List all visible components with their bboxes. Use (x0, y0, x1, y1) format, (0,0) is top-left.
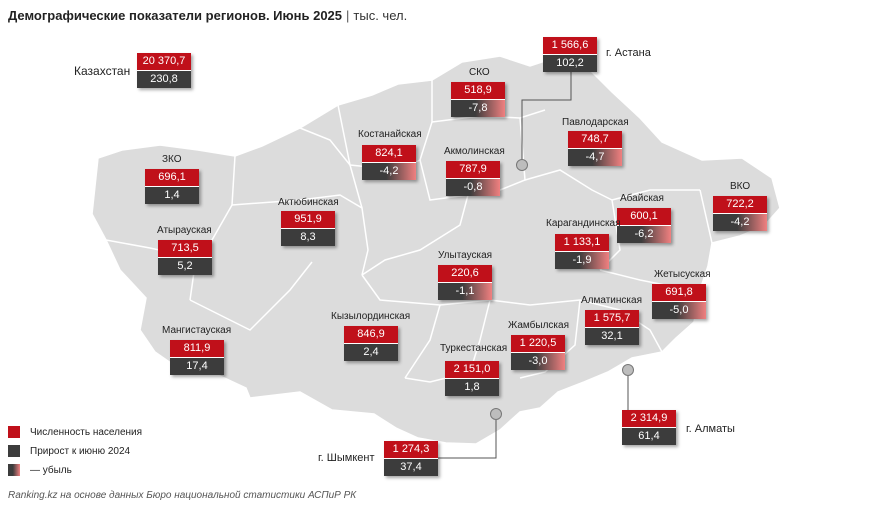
region-population-sko: 518,9 (451, 82, 505, 100)
region-population-almaty-region: 1 575,7 (585, 310, 639, 328)
region-box-kyzylorda: 846,9 2,4 (344, 326, 398, 361)
region-label-almaty-region: Алматинская (581, 295, 642, 306)
region-label-aktobe: Актюбинская (278, 197, 339, 208)
region-population-vko: 722,2 (713, 196, 767, 214)
title-separator: | (346, 8, 350, 23)
region-population-ulytau: 220,6 (438, 265, 492, 283)
region-label-pavlodar: Павлодарская (562, 117, 629, 128)
region-box-vko: 722,2 -4,2 (713, 196, 767, 231)
region-population-zhambyl: 1 220,5 (511, 335, 565, 353)
region-change-zhetysu: -5,0 (652, 302, 706, 319)
region-population-almaty-city: 2 314,9 (622, 410, 676, 428)
chart-title: Демографические показатели регионов. Июн… (8, 8, 407, 23)
region-label-astana: г. Астана (606, 47, 651, 59)
region-change-akmola: -0,8 (446, 179, 500, 196)
region-box-abay: 600,1 -6,2 (617, 208, 671, 243)
region-label-atyrau: Атырауская (157, 225, 212, 236)
region-label-akmola: Акмолинская (444, 146, 505, 157)
region-change-zhambyl: -3,0 (511, 353, 565, 370)
region-change-karaganda: -1,9 (555, 252, 609, 269)
region-box-atyrau: 713,5 5,2 (158, 240, 212, 275)
kazakhstan-label: Казахстан (74, 64, 131, 78)
region-change-almaty-city: 61,4 (622, 428, 676, 445)
region-box-zhetysu: 691,8 -5,0 (652, 284, 706, 319)
region-box-sko: 518,9 -7,8 (451, 82, 505, 117)
region-label-kyzylorda: Кызылординская (331, 311, 411, 322)
region-box-aktobe: 951,9 8,3 (281, 211, 335, 246)
region-label-mangystau: Мангистауская (162, 325, 232, 336)
region-population-abay: 600,1 (617, 208, 671, 226)
legend-swatch-growth (8, 445, 20, 457)
region-box-akmola: 787,9 -0,8 (446, 161, 500, 196)
region-label-turkestan: Туркестанская (440, 343, 508, 354)
region-box-pavlodar: 748,7 -4,7 (568, 131, 622, 166)
kazakhstan-change: 230,8 (137, 71, 191, 88)
region-population-pavlodar: 748,7 (568, 131, 622, 149)
region-population-zko: 696,1 (145, 169, 199, 187)
region-change-aktobe: 8,3 (281, 229, 335, 246)
region-population-atyrau: 713,5 (158, 240, 212, 258)
region-box-almaty-city: 2 314,9 61,4 (622, 410, 676, 445)
region-change-mangystau: 17,4 (170, 358, 224, 375)
region-change-shymkent: 37,4 (384, 459, 438, 476)
region-change-almaty-region: 32,1 (585, 328, 639, 345)
region-box-turkestan: 2 151,0 1,8 (445, 361, 499, 396)
region-label-kostanay: Костанайская (358, 129, 422, 140)
region-change-zko: 1,4 (145, 187, 199, 204)
region-population-shymkent: 1 274,3 (384, 441, 438, 459)
shymkent-marker (490, 408, 502, 420)
region-population-kyzylorda: 846,9 (344, 326, 398, 344)
region-box-zko: 696,1 1,4 (145, 169, 199, 204)
region-label-sko: СКО (469, 67, 490, 78)
region-box-astana: 1 566,6 102,2 (543, 37, 597, 72)
region-box-almaty-region: 1 575,7 32,1 (585, 310, 639, 345)
region-population-mangystau: 811,9 (170, 340, 224, 358)
region-label-zko: ЗКО (162, 154, 182, 165)
region-population-aktobe: 951,9 (281, 211, 335, 229)
kazakhstan-box: 20 370,7 230,8 (137, 53, 191, 88)
region-label-ulytau: Улытауская (438, 250, 493, 261)
region-label-shymkent: г. Шымкент (318, 452, 375, 464)
legend-label-growth: Прирост к июню 2024 (30, 446, 131, 457)
region-population-zhetysu: 691,8 (652, 284, 706, 302)
region-box-kostanay: 824,1 -4,2 (362, 145, 416, 180)
legend-label-population: Численность населения (30, 427, 143, 438)
almaty-marker (622, 364, 634, 376)
astana-marker (516, 159, 528, 171)
region-label-karaganda: Карагандинская (546, 218, 621, 229)
region-change-sko: -7,8 (451, 100, 505, 117)
region-label-zhetysu: Жетысуская (654, 269, 711, 280)
region-change-kostanay: -4,2 (362, 163, 416, 180)
region-box-karaganda: 1 133,1 -1,9 (555, 234, 609, 269)
title-unit: тыс. чел. (353, 8, 408, 23)
source-note: Ranking.kz на основе данных Бюро национа… (8, 490, 357, 501)
region-change-atyrau: 5,2 (158, 258, 212, 275)
legend-label-decline: — убыль (30, 465, 72, 476)
region-box-ulytau: 220,6 -1,1 (438, 265, 492, 300)
region-label-almaty-city: г. Алматы (686, 423, 735, 435)
region-change-turkestan: 1,8 (445, 379, 499, 396)
region-population-akmola: 787,9 (446, 161, 500, 179)
title-text: Демографические показатели регионов. Июн… (8, 8, 343, 23)
region-change-kyzylorda: 2,4 (344, 344, 398, 361)
kazakhstan-population: 20 370,7 (137, 53, 191, 71)
region-change-vko: -4,2 (713, 214, 767, 231)
region-change-astana: 102,2 (543, 55, 597, 72)
region-population-kostanay: 824,1 (362, 145, 416, 163)
region-box-shymkent: 1 274,3 37,4 (384, 441, 438, 476)
region-population-astana: 1 566,6 (543, 37, 597, 55)
region-box-zhambyl: 1 220,5 -3,0 (511, 335, 565, 370)
region-change-abay: -6,2 (617, 226, 671, 243)
region-change-ulytau: -1,1 (438, 283, 492, 300)
region-population-turkestan: 2 151,0 (445, 361, 499, 379)
region-label-vko: ВКО (730, 181, 751, 192)
region-change-pavlodar: -4,7 (568, 149, 622, 166)
region-box-mangystau: 811,9 17,4 (170, 340, 224, 375)
legend-swatch-population (8, 426, 20, 438)
region-label-zhambyl: Жамбылская (508, 320, 569, 331)
legend-swatch-decline (8, 464, 20, 476)
region-label-abay: Абайская (620, 193, 664, 204)
region-population-karaganda: 1 133,1 (555, 234, 609, 252)
